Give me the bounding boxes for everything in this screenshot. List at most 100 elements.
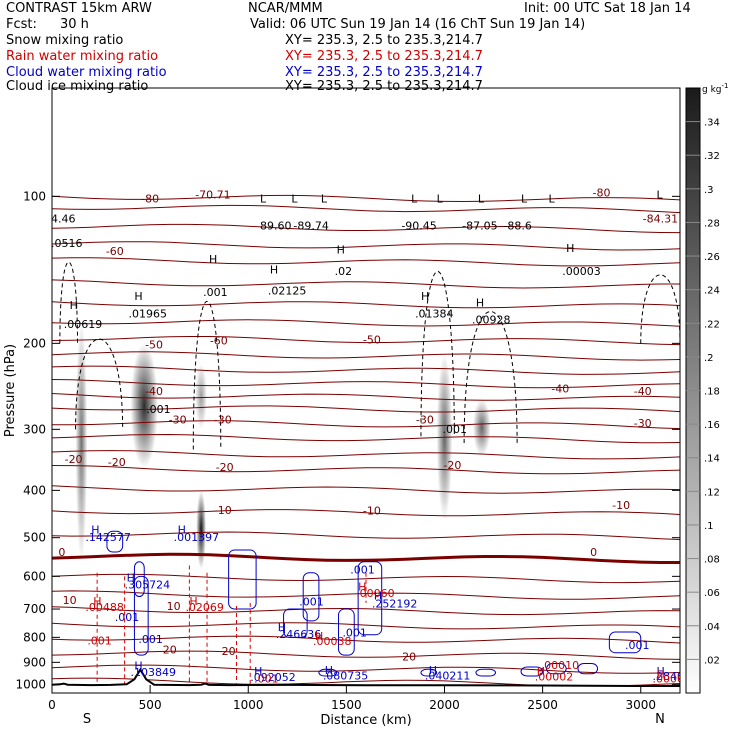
cloud-water-contour	[318, 668, 338, 677]
isotherm-label: -80	[141, 193, 159, 206]
y-tick-label: 300	[23, 422, 46, 436]
isotherm-label: -80	[593, 186, 611, 199]
snow-ice-label: 4.46	[51, 212, 76, 225]
isotherm-label: -60	[210, 334, 228, 347]
freezing-level-line	[52, 552, 680, 564]
isotherm-line	[52, 257, 680, 267]
terrain-line	[52, 667, 680, 687]
colorbar-tick-label: .2	[704, 353, 714, 364]
cloud-water-contour	[133, 575, 149, 656]
y-tick-label: 700	[23, 602, 46, 616]
isotherm-label: 10	[63, 594, 77, 607]
cloud-water-contour	[357, 561, 383, 636]
colorbar-unit: g kg-1	[702, 82, 728, 95]
legend-rain: Rain water mixing ratio	[6, 49, 159, 64]
snow-ice-label: H	[134, 290, 142, 303]
snow-ice-label: .00619	[64, 318, 103, 331]
snow-ice-label: L	[321, 193, 328, 206]
colorbar-tick-label: .24	[704, 286, 720, 297]
snow-ice-label: H	[566, 242, 574, 255]
isotherm-line	[52, 465, 680, 475]
snow-ice-shade-5	[472, 398, 491, 456]
y-axis-label: Pressure (hPa)	[3, 344, 18, 437]
snow-ice-label: .0516	[51, 237, 83, 250]
legend-cloud-ice: Cloud ice mixing ratio	[6, 79, 149, 94]
isotherm-line	[52, 485, 680, 494]
snow-ice-contour	[192, 301, 222, 450]
snow-ice-label: -89.74	[293, 220, 328, 233]
plot-frame	[51, 87, 681, 694]
rain-label: H	[358, 581, 366, 594]
isotherm-line	[52, 319, 680, 327]
isotherm-label: -70.71	[195, 188, 230, 201]
isotherm-label: 20	[163, 643, 177, 656]
x-tick-label: 1500	[331, 698, 362, 712]
isotherm-line	[52, 664, 680, 674]
isotherm-label: -10	[612, 499, 630, 512]
cloud-water-label: .001	[350, 563, 375, 576]
y-tick-label: 800	[23, 630, 46, 644]
snow-ice-contour	[59, 261, 79, 344]
forecast-label: Fcst:	[6, 17, 37, 32]
cloud-water-contour	[608, 631, 642, 654]
isotherm-label: 20	[402, 651, 416, 664]
south-label: S	[83, 712, 91, 727]
cloud-water-label: .001	[115, 611, 140, 624]
legend-cloud-ice-xy: XY= 235.3, 2.5 to 235.3,214.7	[285, 79, 483, 94]
legend-cloud-water: Cloud water mixing ratio	[6, 65, 167, 80]
snow-ice-label: .001	[146, 403, 171, 416]
cloud-water-label: H	[91, 523, 99, 536]
rain-label: .001	[254, 673, 279, 686]
isotherm-label: -40	[145, 385, 163, 398]
rain-label: .02069	[185, 601, 224, 614]
rain-label: H	[189, 595, 197, 608]
isotherm-line	[52, 301, 680, 309]
isotherm-label: -20	[443, 459, 461, 472]
isotherm-label: -84.31	[643, 212, 678, 225]
cloud-water-label: H	[374, 590, 382, 603]
snow-ice-label: H	[270, 264, 278, 277]
rain-label: H	[93, 595, 101, 608]
cloud-water-label: .001	[138, 633, 163, 646]
isotherm-label: -40	[551, 382, 569, 395]
snow-ice-label: L	[411, 193, 418, 206]
x-tick-label: 0	[48, 698, 56, 712]
colorbar-unit-sup: -1	[722, 82, 729, 90]
colorbar-tick-label: .28	[704, 218, 720, 229]
snow-ice-label: .01384	[415, 307, 454, 320]
init-time: Init: 00 UTC Sat 18 Jan 14	[524, 1, 691, 16]
snow-ice-label: .02	[335, 265, 353, 278]
rain-label: .00060	[356, 587, 395, 600]
isotherm-line	[52, 622, 680, 630]
terrain-fill	[52, 669, 680, 693]
legend-cloud-water-xy: XY= 235.3, 2.5 to 235.3,214.7	[285, 65, 483, 80]
snow-ice-shade-2	[196, 490, 207, 570]
snow-ice-label: L	[656, 188, 663, 201]
isotherm-label: -40	[634, 385, 652, 398]
cloud-water-label: .001	[625, 639, 650, 652]
isotherm-line	[52, 573, 680, 584]
isotherm-line	[52, 531, 680, 540]
rain-label: .001	[87, 634, 112, 647]
isotherm-label: -30	[416, 414, 434, 427]
cloud-water-contour	[577, 663, 599, 675]
y-tick-label: 200	[23, 336, 46, 350]
isotherm-line	[52, 365, 680, 375]
isotherm-label: -10	[363, 504, 381, 517]
cloud-water-label: H	[656, 665, 664, 678]
legend-snow-xy: XY= 235.3, 2.5 to 235.3,214.7	[285, 33, 483, 48]
x-tick-label: 1000	[233, 698, 264, 712]
x-tick-label: 2000	[429, 698, 460, 712]
y-tick-label: 1000	[15, 678, 46, 692]
snow-ice-contour	[640, 274, 680, 344]
isotherm-line	[52, 379, 680, 389]
cloud-water-label: .142577	[85, 531, 131, 544]
y-tick-label: 100	[23, 189, 46, 203]
isotherm-line	[52, 241, 680, 251]
cloud-water-label: .001	[299, 596, 324, 609]
colorbar-tick-label: .04	[704, 622, 720, 633]
colorbar-tick-label: .06	[704, 588, 720, 599]
x-tick-label: 2500	[527, 698, 558, 712]
isotherm-line	[52, 393, 680, 401]
